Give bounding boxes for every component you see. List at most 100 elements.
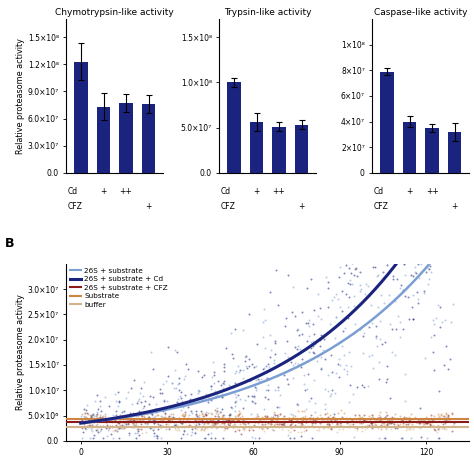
Point <box>298 308 305 316</box>
Point <box>267 414 274 421</box>
Point <box>116 417 124 425</box>
Point <box>94 424 101 431</box>
Point <box>170 413 177 420</box>
Point <box>99 435 107 442</box>
Point <box>220 363 228 371</box>
Bar <box>448 132 461 173</box>
Point <box>103 422 110 429</box>
Point <box>430 426 438 433</box>
Point <box>436 36 443 44</box>
Point <box>157 424 164 431</box>
Point <box>98 417 106 424</box>
Point <box>112 411 120 419</box>
Point <box>349 420 356 428</box>
Point <box>358 427 366 435</box>
Point <box>298 417 306 424</box>
Point <box>301 422 309 430</box>
Point <box>356 281 364 289</box>
Point <box>408 135 416 143</box>
Point <box>214 412 222 419</box>
Point <box>415 415 422 422</box>
Point <box>97 428 104 435</box>
Point <box>96 397 103 405</box>
Point <box>125 429 132 437</box>
Point <box>440 424 448 432</box>
Point <box>317 353 325 361</box>
Point <box>382 245 389 253</box>
Point <box>180 423 188 431</box>
Point <box>232 422 240 429</box>
Point <box>306 414 314 421</box>
Point <box>96 413 103 421</box>
Point <box>287 354 295 361</box>
Point <box>373 416 381 423</box>
Point <box>348 280 356 288</box>
Point <box>400 413 408 421</box>
Point <box>436 423 443 431</box>
Point <box>401 260 408 268</box>
Point <box>294 360 301 367</box>
Point <box>191 416 199 424</box>
Point <box>431 232 439 240</box>
Point <box>192 411 200 419</box>
Point <box>219 412 226 420</box>
Point <box>163 377 170 385</box>
Point <box>219 393 226 401</box>
Point <box>434 425 441 433</box>
Point <box>219 411 227 419</box>
Point <box>269 413 277 420</box>
Point <box>408 303 416 310</box>
Point <box>219 416 227 423</box>
Point <box>408 256 415 264</box>
Point <box>184 414 191 422</box>
Point <box>182 422 189 430</box>
Point <box>186 395 194 402</box>
Point <box>312 417 320 424</box>
Point <box>276 410 283 418</box>
Point <box>371 416 379 423</box>
Point <box>116 415 124 422</box>
Point <box>335 374 342 381</box>
Point <box>390 247 398 255</box>
Point <box>89 435 97 442</box>
Point <box>320 336 328 343</box>
Point <box>405 420 412 428</box>
Text: +: + <box>100 187 107 196</box>
Point <box>399 325 407 332</box>
Point <box>134 416 141 423</box>
Point <box>261 393 269 401</box>
Point <box>448 410 456 418</box>
Point <box>327 390 334 398</box>
Point <box>173 422 180 429</box>
Point <box>141 397 148 405</box>
Point <box>84 410 92 418</box>
Point <box>417 260 425 268</box>
Point <box>367 419 375 426</box>
Point <box>285 366 293 374</box>
Point <box>316 342 324 349</box>
Point <box>162 410 169 418</box>
Point <box>411 105 419 113</box>
Point <box>220 411 228 419</box>
Point <box>334 295 342 302</box>
Point <box>379 419 386 426</box>
Point <box>83 410 91 417</box>
Point <box>176 392 183 400</box>
Point <box>365 421 373 429</box>
Point <box>124 412 132 420</box>
Point <box>251 400 259 407</box>
Point <box>325 387 332 395</box>
Point <box>336 416 344 423</box>
Point <box>277 420 285 428</box>
Point <box>165 417 173 424</box>
Point <box>347 415 355 423</box>
Point <box>440 362 448 369</box>
Point <box>344 370 351 377</box>
Point <box>372 263 379 271</box>
Point <box>81 415 89 423</box>
Point <box>257 422 264 430</box>
Point <box>196 416 204 423</box>
Point <box>386 414 394 422</box>
Point <box>131 416 138 424</box>
Point <box>207 421 215 428</box>
